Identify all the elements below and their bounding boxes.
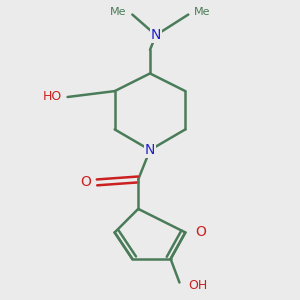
Text: N: N bbox=[145, 143, 155, 157]
Text: Me: Me bbox=[194, 7, 211, 16]
Text: OH: OH bbox=[188, 279, 208, 292]
Text: N: N bbox=[151, 28, 161, 42]
Text: O: O bbox=[80, 176, 91, 189]
Text: O: O bbox=[196, 225, 206, 239]
Text: HO: HO bbox=[42, 91, 62, 103]
Text: Me: Me bbox=[110, 7, 126, 16]
